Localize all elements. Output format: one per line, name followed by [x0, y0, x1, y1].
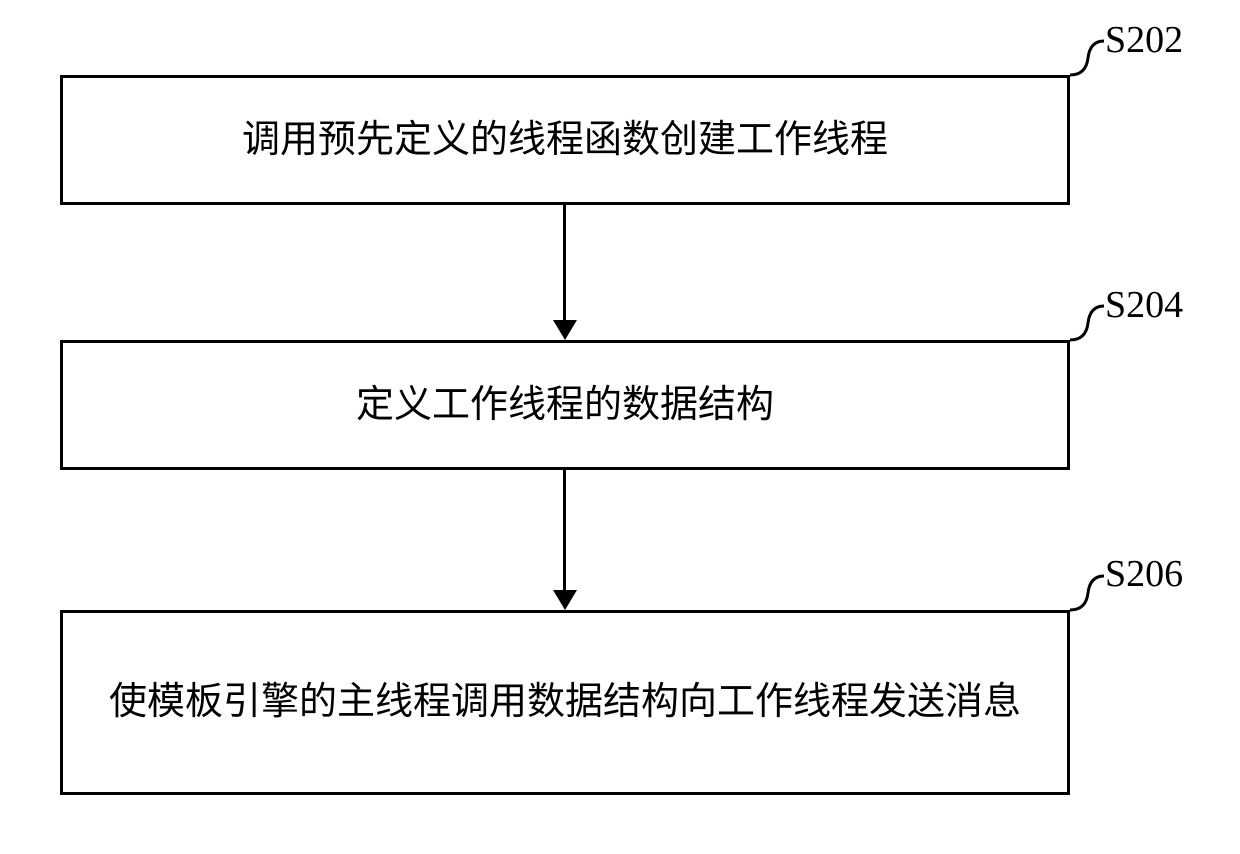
arrow-2-line — [563, 470, 566, 590]
arrow-2-head — [553, 590, 577, 610]
box-1-text: 调用预先定义的线程函数创建工作线程 — [242, 112, 888, 169]
label-curve-2 — [1068, 303, 1108, 343]
flowchart-container: 调用预先定义的线程函数创建工作线程 S202 定义工作线程的数据结构 S204 … — [0, 0, 1240, 854]
flowchart-box-2: 定义工作线程的数据结构 — [60, 340, 1070, 470]
step-label-1: S202 — [1105, 18, 1183, 62]
label-curve-1 — [1068, 38, 1108, 78]
flowchart-box-1: 调用预先定义的线程函数创建工作线程 — [60, 75, 1070, 205]
step-label-3: S206 — [1105, 552, 1183, 596]
flowchart-box-3: 使模板引擎的主线程调用数据结构向工作线程发送消息 — [60, 610, 1070, 795]
arrow-1-line — [563, 205, 566, 320]
box-3-text: 使模板引擎的主线程调用数据结构向工作线程发送消息 — [109, 674, 1021, 731]
arrow-1-head — [553, 320, 577, 340]
step-label-2: S204 — [1105, 283, 1183, 327]
label-curve-3 — [1068, 573, 1108, 613]
box-2-text: 定义工作线程的数据结构 — [356, 377, 774, 434]
